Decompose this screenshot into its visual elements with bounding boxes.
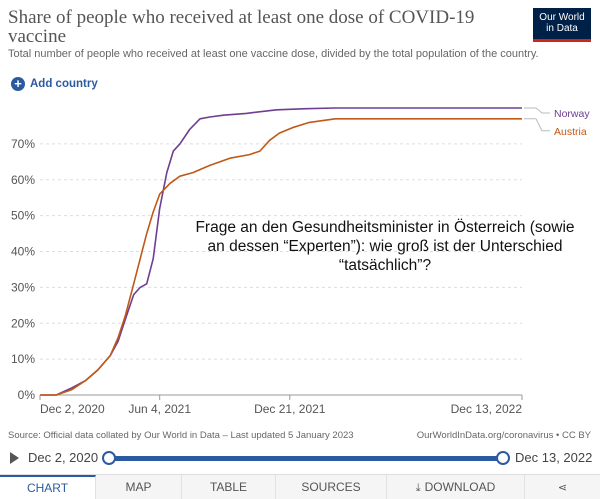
license-link[interactable]: OurWorldInData.org/coronavirus • CC BY [416, 430, 591, 441]
y-tick-label: 70% [11, 137, 35, 151]
timeline-track[interactable] [108, 456, 503, 461]
y-tick-label: 50% [11, 209, 35, 223]
timeline-end-label: Dec 13, 2022 [515, 450, 593, 465]
share-icon: ⋖ [557, 482, 568, 494]
add-country-button[interactable]: + Add country [11, 77, 98, 91]
legend-label-norway: Norway [554, 108, 590, 120]
timeline-start-label: Dec 2, 2020 [28, 450, 99, 465]
series-line-austria [40, 117, 522, 396]
timeline-end-handle[interactable] [496, 451, 510, 465]
chart-subtitle: Total number of people who received at l… [8, 48, 539, 60]
chart-title: Share of people who received at least on… [8, 7, 475, 47]
logo-line-2: in Data [546, 23, 578, 34]
y-tick-label: 30% [11, 280, 35, 294]
tab-download-label: DOWNLOAD [424, 480, 496, 494]
tab-download[interactable]: ⤓ DOWNLOAD [387, 475, 525, 499]
tab-table[interactable]: TABLE [182, 475, 276, 499]
annotation-text: Frage an den Gesundheitsminister in Öste… [195, 219, 575, 274]
legend-connector [524, 107, 550, 114]
add-country-label: Add country [30, 78, 98, 90]
timeline-slider[interactable]: Dec 2, 2020 Dec 13, 2022 [0, 449, 600, 469]
x-tick-label: Jun 4, 2021 [128, 402, 191, 416]
legend-connector [524, 118, 550, 132]
series-layer [40, 107, 522, 396]
logo-line-1: Our World [539, 12, 585, 23]
legend-layer: Norway Austria [524, 107, 590, 138]
tab-map[interactable]: MAP [96, 475, 182, 499]
tab-bar: CHART MAP TABLE SOURCES ⤓ DOWNLOAD ⋖ [0, 474, 600, 499]
tab-chart[interactable]: CHART [0, 475, 96, 499]
tab-sources[interactable]: SOURCES [276, 475, 387, 499]
x-tick-label: Dec 13, 2022 [451, 402, 523, 416]
y-tick-label: 60% [11, 173, 35, 187]
line-chart: 0% 10% 20% 30% 40% 50% 60% 70% Dec 2, 2020 Jun 4,… [11, 107, 590, 416]
legend-label-austria: Austria [554, 126, 587, 138]
logo-accent-bar [533, 39, 591, 42]
axis-layer: 0% 10% 20% 30% 40% 50% 60% 70% Dec 2, 2020 Jun 4,… [11, 137, 523, 416]
tab-share[interactable]: ⋖ [525, 475, 600, 499]
source-note[interactable]: Source: Official data collated by Our Wo… [8, 430, 354, 441]
y-tick-label: 20% [11, 316, 35, 330]
owid-logo[interactable]: Our World in Data [533, 8, 591, 39]
x-tick-label: Dec 2, 2020 [40, 402, 105, 416]
grid-layer [40, 143, 522, 396]
play-icon[interactable] [10, 452, 19, 464]
y-tick-label: 0% [18, 388, 36, 402]
x-tick-label: Dec 21, 2021 [254, 402, 326, 416]
timeline-start-handle[interactable] [102, 451, 116, 465]
y-tick-label: 10% [11, 352, 35, 366]
y-tick-label: 40% [11, 245, 35, 259]
download-icon: ⤓ [415, 482, 421, 494]
plus-icon: + [11, 77, 25, 91]
